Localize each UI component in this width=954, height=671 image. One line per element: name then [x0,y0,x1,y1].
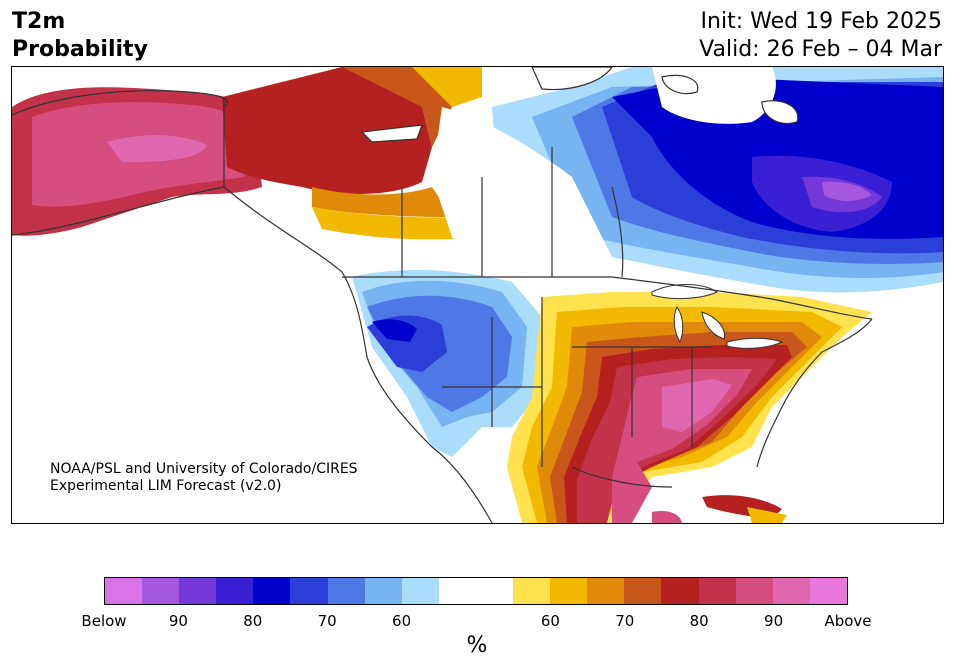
colorbar-swatch [142,578,180,604]
map-canvas [12,67,943,523]
colorbar-unit: % [466,633,488,658]
colorbar-tick-label: Below [81,612,127,630]
credit-line-2: Experimental LIM Forecast (v2.0) [50,478,282,494]
colorbar-swatch [550,578,588,604]
colorbar-tick-label: 80 [243,612,263,630]
forecast-dates: Init: Wed 19 Feb 2025 Valid: 26 Feb – 04… [699,8,942,64]
colorbar-swatch [105,578,143,604]
colorbar-swatch [253,578,291,604]
colorbar-swatch [401,578,439,604]
colorbar-swatch [364,578,402,604]
product-label: Probability [12,37,148,62]
borders [12,90,873,523]
credit-line-1: NOAA/PSL and University of Colorado/CIRE… [50,461,358,477]
colorbar-swatch [661,578,699,604]
init-date: Init: Wed 19 Feb 2025 [700,9,942,34]
map-title: T2m Probability [12,8,148,64]
caribbean-region [652,495,787,523]
credit-text: NOAA/PSL and University of Colorado/CIRE… [50,461,358,495]
colorbar-swatch [475,578,514,604]
colorbar [104,577,848,605]
colorbar-tick-label: 90 [764,612,784,630]
colorbar-swatch [513,578,551,604]
arctic-islands [360,67,799,143]
colorbar-tick-label: 70 [615,612,635,630]
neutral-plains [432,107,612,307]
colorbar-tick-label: 60 [540,612,560,630]
probability-map: NOAA/PSL and University of Colorado/CIRE… [11,66,944,524]
valid-dates: Valid: 26 Feb – 04 Mar [699,37,942,62]
western-canada-region [222,67,482,240]
colorbar-swatch [735,578,773,604]
colorbar-swatch [624,578,662,604]
colorbar-swatch [216,578,254,604]
colorbar-swatch [327,578,365,604]
colorbar-swatch [290,578,328,604]
western-us-region [352,270,542,457]
colorbar-tick-label: 90 [168,612,188,630]
colorbar-tick-label: 80 [689,612,709,630]
colorbar-swatch [772,578,810,604]
colorbar-swatch [809,578,847,604]
colorbar-swatch [438,578,476,604]
variable-label: T2m [12,9,66,34]
colorbar-swatch [179,578,217,604]
eastern-us-region [507,292,872,523]
colorbar-tick-label: 60 [392,612,412,630]
colorbar-swatch [698,578,736,604]
colorbar-tick-label: Above [824,612,872,630]
colorbar-swatch [587,578,625,604]
alaska-region [12,87,262,236]
eastern-canada-region [492,67,943,293]
colorbar-tick-label: 70 [317,612,337,630]
